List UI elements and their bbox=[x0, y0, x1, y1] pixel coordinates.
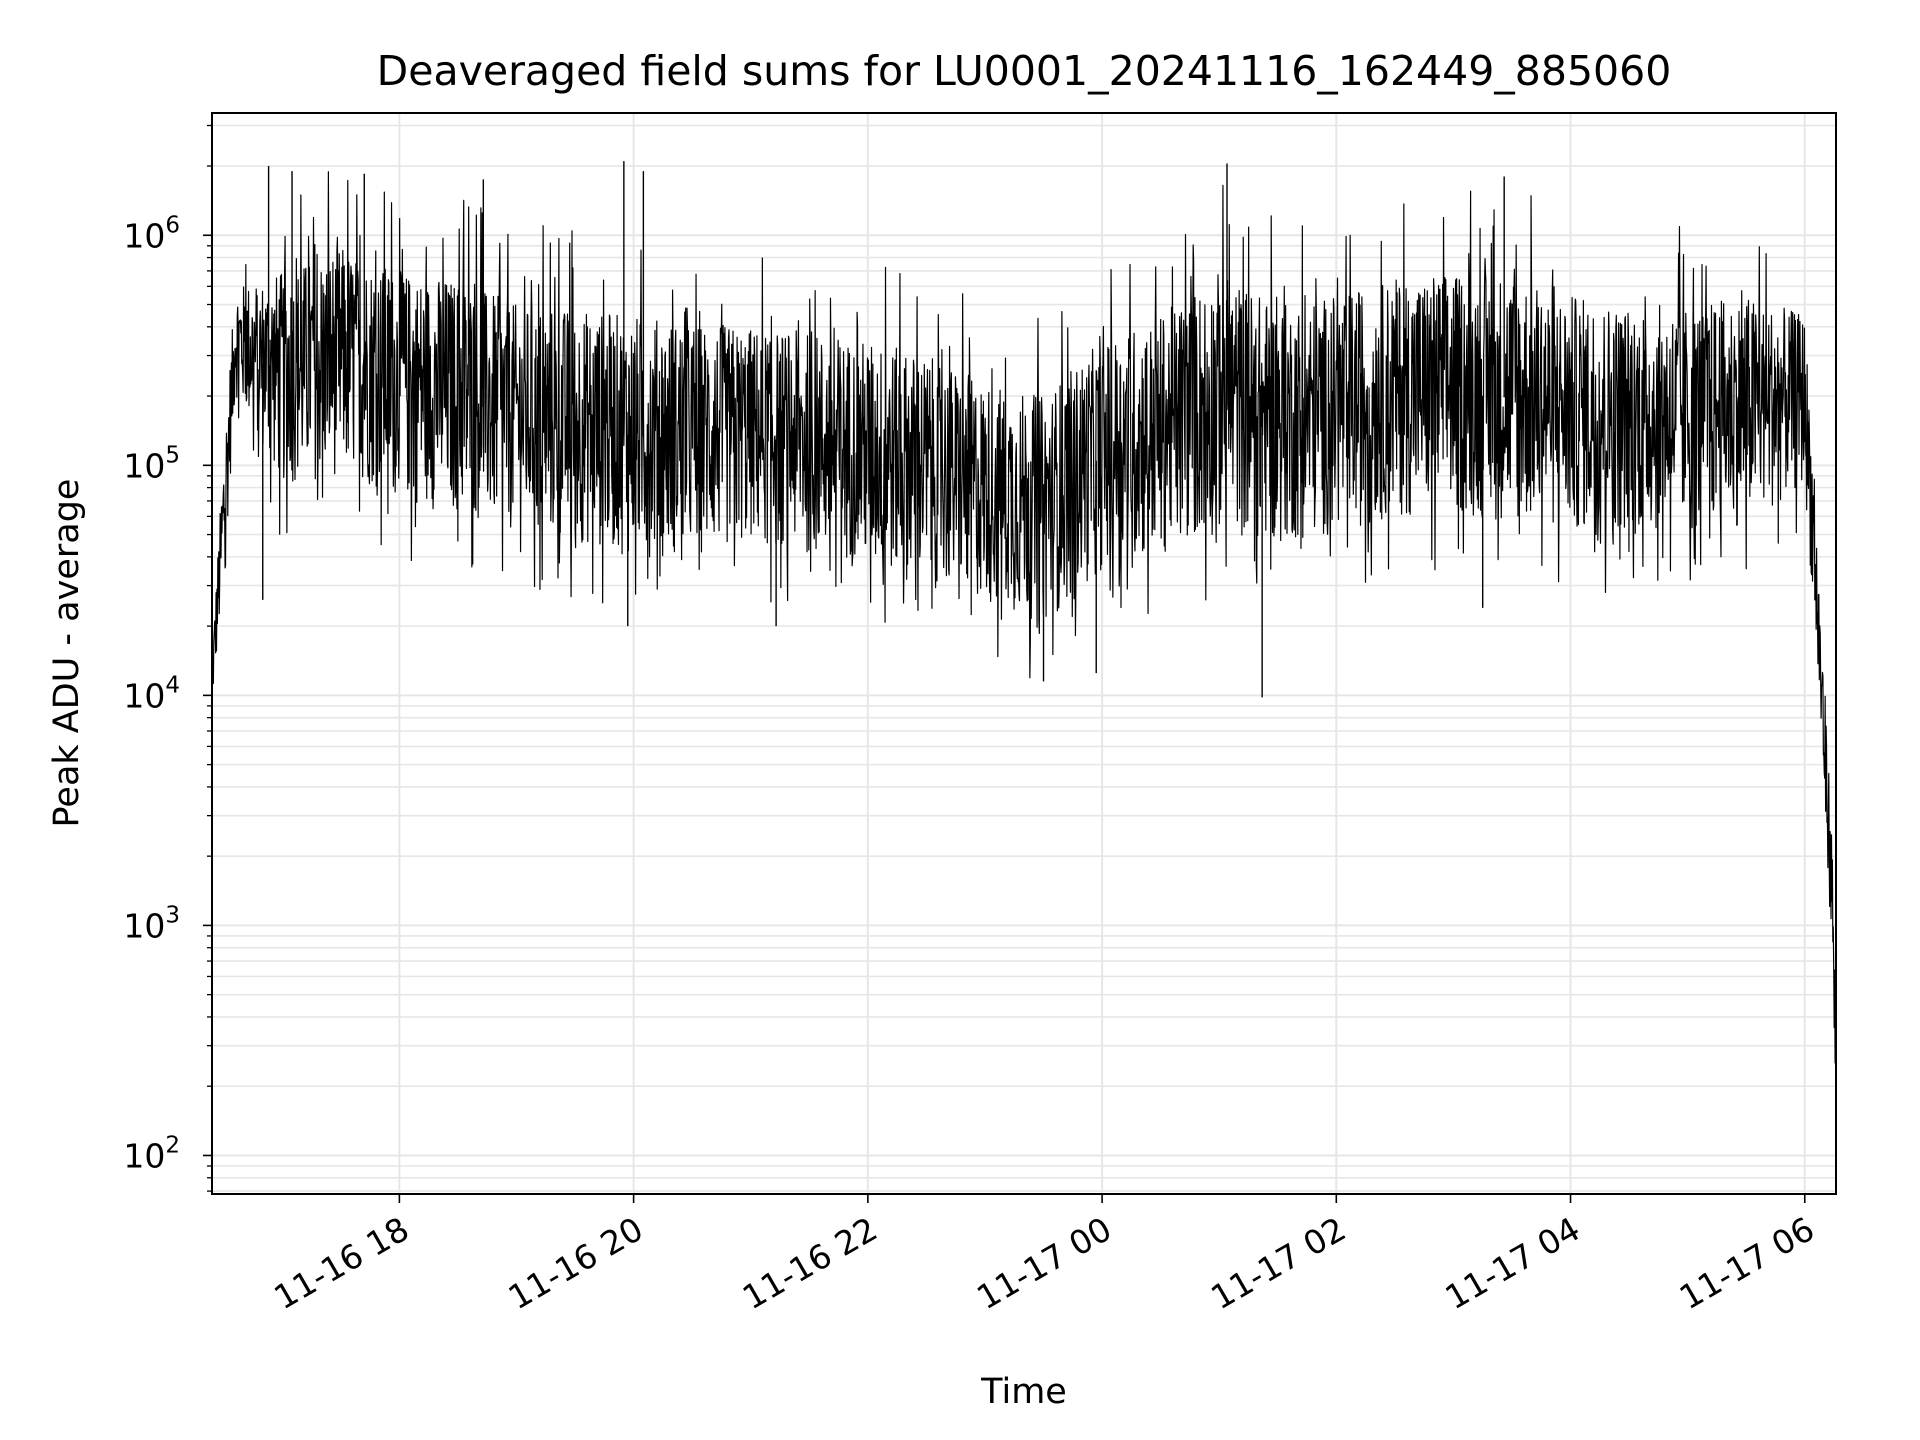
y-tick-exponent: 5 bbox=[165, 442, 180, 468]
x-axis-label: Time bbox=[980, 1372, 1067, 1412]
y-tick-exponent: 4 bbox=[165, 672, 180, 698]
y-tick-label: 106 bbox=[123, 212, 180, 255]
y-tick-base: 10 bbox=[123, 216, 165, 255]
y-tick-label: 104 bbox=[123, 672, 180, 715]
y-tick-base: 10 bbox=[123, 676, 165, 715]
y-tick-label: 103 bbox=[123, 902, 180, 945]
y-tick-base: 10 bbox=[123, 1136, 165, 1175]
y-tick-base: 10 bbox=[123, 906, 165, 945]
y-tick-exponent: 3 bbox=[165, 902, 180, 928]
y-tick-exponent: 2 bbox=[165, 1132, 180, 1158]
y-tick-label: 105 bbox=[123, 442, 180, 485]
y-tick-exponent: 6 bbox=[165, 212, 180, 238]
plot-frame bbox=[211, 112, 1837, 1195]
series-line bbox=[211, 161, 1837, 1066]
y-tick-label: 102 bbox=[123, 1132, 180, 1175]
y-tick-base: 10 bbox=[123, 446, 165, 485]
y-axis-label: Peak ADU - average bbox=[47, 479, 87, 828]
chart-title: Deaveraged field sums for LU0001_2024111… bbox=[377, 47, 1672, 95]
